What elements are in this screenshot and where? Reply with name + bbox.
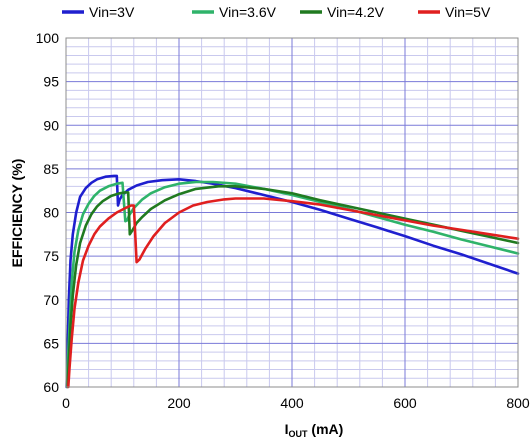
x-axis-title-unit: (mA)	[308, 421, 344, 437]
y-tick-label: 95	[43, 74, 59, 90]
legend: Vin=3V Vin=3.6V Vin=4.2V Vin=5V	[62, 4, 491, 20]
x-tick-label: 0	[62, 395, 70, 411]
x-tick-label: 200	[167, 395, 191, 411]
x-tick-label: 400	[280, 395, 304, 411]
legend-item-4: Vin=5V	[418, 4, 491, 20]
legend-label: Vin=3V	[89, 4, 135, 20]
x-axis-title-main: I	[285, 421, 289, 437]
y-tick-labels: 60 65 70 75 80 85 90 95 100	[36, 30, 60, 395]
y-tick-label: 100	[36, 30, 60, 46]
x-axis-title-subscript: OUT	[289, 429, 309, 439]
legend-item-3: Vin=4.2V	[300, 4, 385, 20]
legend-label: Vin=3.6V	[219, 4, 277, 20]
y-tick-label: 60	[43, 379, 59, 395]
series-line-3	[66, 185, 520, 389]
series-line-1	[65, 174, 520, 389]
legend-item-1: Vin=3V	[62, 4, 135, 20]
x-tick-label: 800	[506, 395, 530, 411]
plot-frame	[65, 37, 519, 388]
series-lines	[65, 174, 520, 389]
y-tick-label: 70	[43, 292, 59, 308]
series-line-4	[67, 197, 520, 389]
y-tick-label: 65	[43, 335, 59, 351]
x-tick-labels: 0 200 400 600 800	[62, 395, 530, 411]
legend-label: Vin=5V	[445, 4, 491, 20]
y-tick-label: 75	[43, 248, 59, 264]
y-tick-label: 90	[43, 117, 59, 133]
x-tick-label: 600	[393, 395, 417, 411]
x-axis-title: IOUT (mA)	[285, 421, 344, 439]
y-axis-title: EFFICIENCY (%)	[9, 159, 25, 268]
y-tick-label: 85	[43, 161, 59, 177]
y-tick-label: 80	[43, 205, 59, 221]
legend-item-2: Vin=3.6V	[192, 4, 277, 20]
legend-label: Vin=4.2V	[327, 4, 385, 20]
